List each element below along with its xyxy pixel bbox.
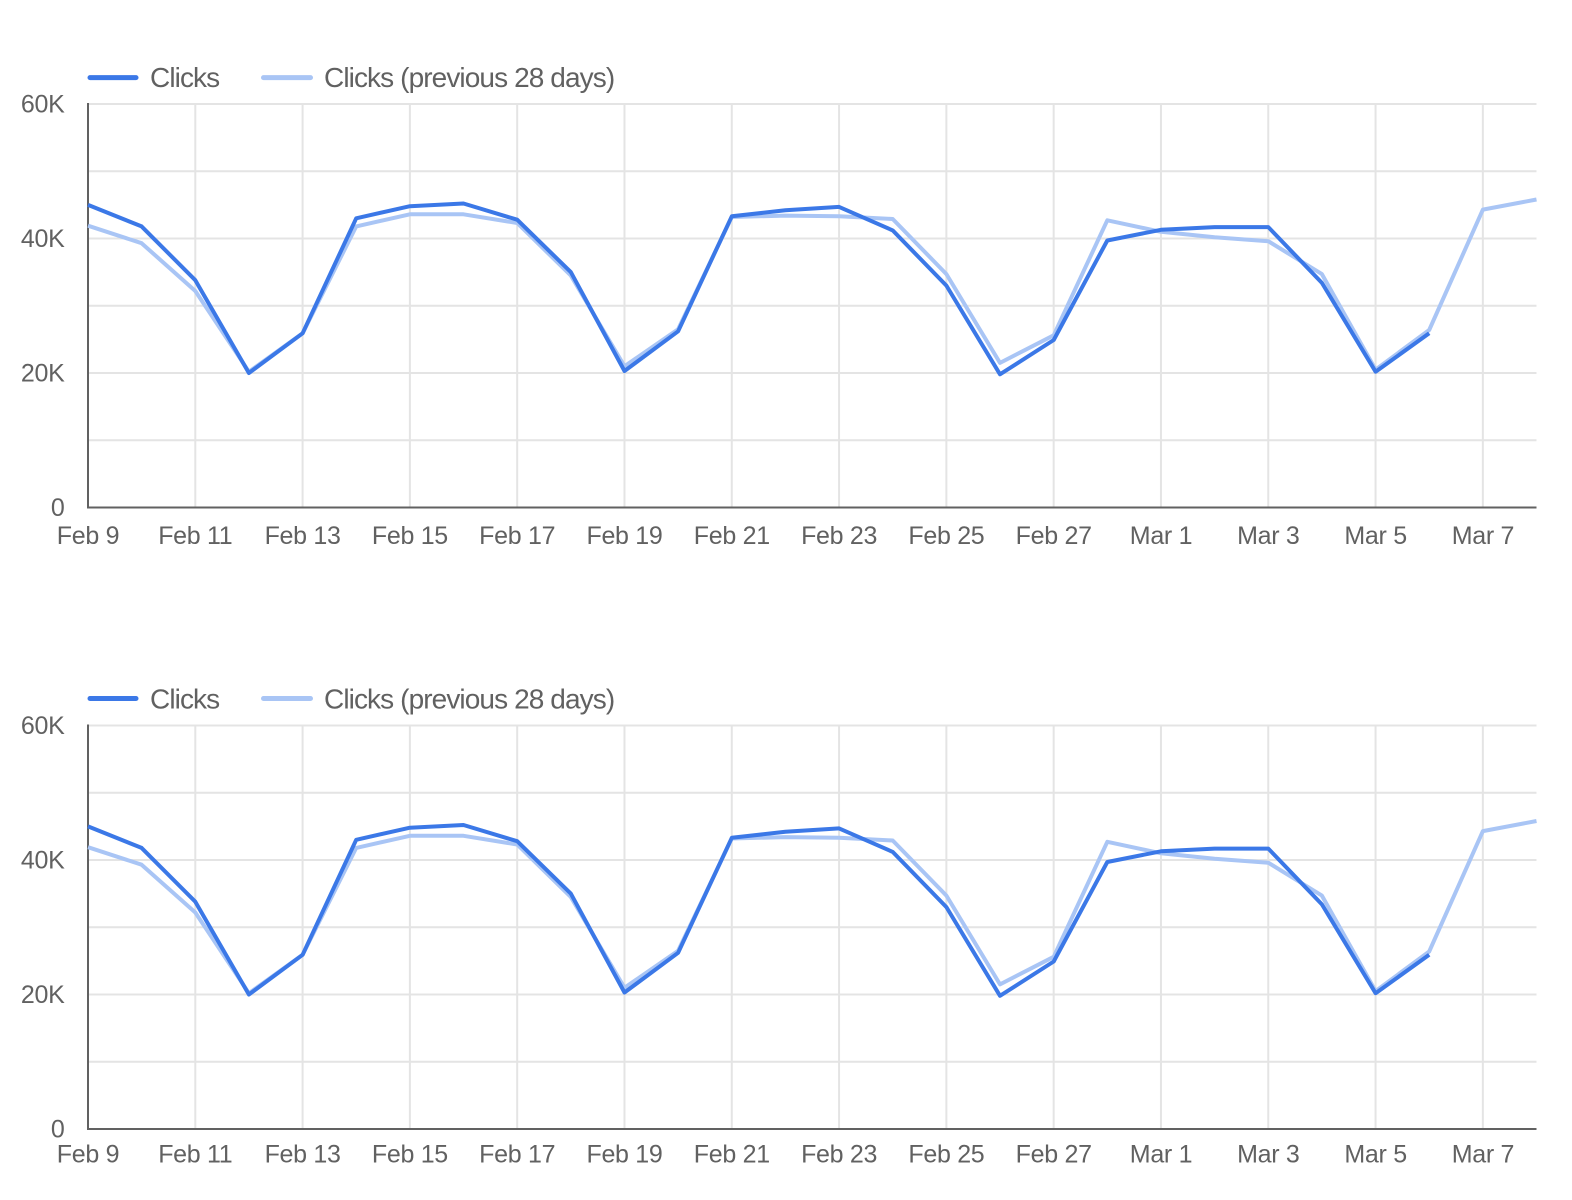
svg-text:Mar 7: Mar 7 xyxy=(1452,1141,1514,1169)
svg-text:40K: 40K xyxy=(21,847,65,875)
svg-text:Feb 15: Feb 15 xyxy=(372,1141,448,1169)
svg-text:Feb 27: Feb 27 xyxy=(1016,522,1092,550)
svg-text:Feb 25: Feb 25 xyxy=(908,522,984,550)
svg-text:Feb 13: Feb 13 xyxy=(265,1141,341,1169)
svg-text:0: 0 xyxy=(51,494,65,522)
svg-text:40K: 40K xyxy=(21,225,65,253)
svg-text:Feb 23: Feb 23 xyxy=(801,522,877,550)
svg-text:Mar 5: Mar 5 xyxy=(1344,522,1406,550)
svg-text:60K: 60K xyxy=(21,712,65,740)
svg-text:Feb 19: Feb 19 xyxy=(586,522,662,550)
svg-text:Mar 5: Mar 5 xyxy=(1344,1141,1406,1169)
svg-text:Mar 3: Mar 3 xyxy=(1237,1141,1299,1169)
svg-text:20K: 20K xyxy=(21,981,65,1009)
svg-text:Feb 15: Feb 15 xyxy=(372,522,448,550)
svg-text:Mar 1: Mar 1 xyxy=(1130,1141,1192,1169)
svg-text:Feb 21: Feb 21 xyxy=(694,522,770,550)
svg-text:Clicks (previous 28 days): Clicks (previous 28 days) xyxy=(324,62,614,93)
svg-text:Feb 11: Feb 11 xyxy=(158,522,232,550)
svg-text:Clicks: Clicks xyxy=(150,684,219,715)
svg-text:Feb 17: Feb 17 xyxy=(479,1141,555,1169)
svg-text:Feb 9: Feb 9 xyxy=(57,1141,119,1169)
svg-text:Feb 13: Feb 13 xyxy=(265,522,341,550)
svg-text:60K: 60K xyxy=(21,91,65,119)
svg-text:Clicks (previous 28 days): Clicks (previous 28 days) xyxy=(324,684,614,715)
svg-text:Mar 7: Mar 7 xyxy=(1452,522,1514,550)
svg-text:Clicks: Clicks xyxy=(150,62,219,93)
svg-text:Feb 23: Feb 23 xyxy=(801,1141,877,1169)
svg-text:Mar 1: Mar 1 xyxy=(1130,522,1192,550)
svg-text:20K: 20K xyxy=(21,360,65,388)
svg-text:Mar 3: Mar 3 xyxy=(1237,522,1299,550)
svg-text:Feb 19: Feb 19 xyxy=(586,1141,662,1169)
svg-text:0: 0 xyxy=(51,1116,65,1144)
svg-text:Feb 21: Feb 21 xyxy=(694,1141,770,1169)
svg-text:Feb 17: Feb 17 xyxy=(479,522,555,550)
svg-text:Feb 27: Feb 27 xyxy=(1016,1141,1092,1169)
svg-text:Feb 25: Feb 25 xyxy=(908,1141,984,1169)
svg-text:Feb 9: Feb 9 xyxy=(57,522,119,550)
svg-text:Feb 11: Feb 11 xyxy=(158,1141,232,1169)
